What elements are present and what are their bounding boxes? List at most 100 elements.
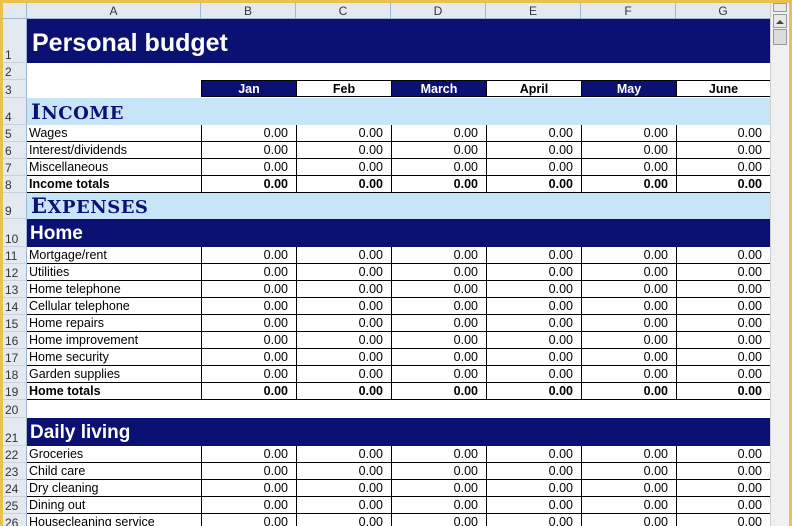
row-header[interactable]: 3 [3, 80, 27, 98]
value-cell[interactable]: 0.00 [201, 247, 296, 264]
value-cell[interactable]: 0.00 [201, 125, 296, 142]
value-cell[interactable]: 0.00 [201, 349, 296, 366]
value-cell[interactable]: 0.00 [581, 281, 676, 298]
value-cell[interactable]: 0.00 [581, 446, 676, 463]
income-section-header[interactable]: INCOME [27, 98, 773, 125]
column-header-a[interactable]: A [27, 3, 201, 19]
row-header[interactable]: 19 [3, 383, 27, 400]
value-cell[interactable]: 0.00 [391, 159, 486, 176]
category-label-cell[interactable]: Interest/dividends [27, 142, 201, 159]
total-label-cell[interactable]: Home totals [27, 383, 201, 400]
category-label-cell[interactable]: Home security [27, 349, 201, 366]
value-cell[interactable]: 0.00 [581, 264, 676, 281]
row-header[interactable]: 16 [3, 332, 27, 349]
row-header[interactable]: 17 [3, 349, 27, 366]
value-cell[interactable]: 0.00 [486, 264, 581, 281]
category-label-cell[interactable]: Home telephone [27, 281, 201, 298]
value-cell[interactable]: 0.00 [581, 142, 676, 159]
category-label-cell[interactable]: Dining out [27, 497, 201, 514]
value-cell[interactable]: 0.00 [391, 298, 486, 315]
value-cell[interactable]: 0.00 [486, 497, 581, 514]
value-cell[interactable]: 0.00 [201, 497, 296, 514]
scroll-up-icon[interactable] [773, 14, 787, 28]
value-cell[interactable]: 0.00 [201, 298, 296, 315]
category-label-cell[interactable]: Housecleaning service [27, 514, 201, 526]
value-cell[interactable]: 0.00 [486, 247, 581, 264]
value-cell[interactable]: 0.00 [676, 247, 771, 264]
column-header-b[interactable]: B [201, 3, 296, 19]
value-cell[interactable]: 0.00 [581, 125, 676, 142]
value-cell[interactable]: 0.00 [391, 264, 486, 281]
total-value-cell[interactable]: 0.00 [581, 176, 676, 193]
total-label-cell[interactable]: Income totals [27, 176, 201, 193]
value-cell[interactable]: 0.00 [201, 264, 296, 281]
value-cell[interactable]: 0.00 [201, 446, 296, 463]
row-header[interactable]: 1 [3, 19, 27, 63]
row-header[interactable]: 8 [3, 176, 27, 193]
value-cell[interactable]: 0.00 [296, 463, 391, 480]
value-cell[interactable]: 0.00 [486, 349, 581, 366]
row-header[interactable]: 7 [3, 159, 27, 176]
value-cell[interactable]: 0.00 [486, 315, 581, 332]
value-cell[interactable]: 0.00 [296, 366, 391, 383]
total-value-cell[interactable]: 0.00 [201, 383, 296, 400]
row-header[interactable]: 4 [3, 98, 27, 125]
value-cell[interactable]: 0.00 [296, 142, 391, 159]
value-cell[interactable]: 0.00 [581, 247, 676, 264]
value-cell[interactable]: 0.00 [676, 332, 771, 349]
row-header[interactable]: 2 [3, 63, 27, 80]
value-cell[interactable]: 0.00 [201, 142, 296, 159]
value-cell[interactable]: 0.00 [296, 315, 391, 332]
value-cell[interactable]: 0.00 [201, 332, 296, 349]
value-cell[interactable]: 0.00 [391, 463, 486, 480]
value-cell[interactable]: 0.00 [296, 125, 391, 142]
month-jan[interactable]: Jan [201, 80, 296, 97]
value-cell[interactable]: 0.00 [581, 159, 676, 176]
category-label-cell[interactable]: Cellular telephone [27, 298, 201, 315]
value-cell[interactable]: 0.00 [486, 281, 581, 298]
category-label-cell[interactable]: Child care [27, 463, 201, 480]
total-value-cell[interactable]: 0.00 [676, 176, 771, 193]
row-header[interactable]: 11 [3, 247, 27, 264]
value-cell[interactable]: 0.00 [296, 247, 391, 264]
value-cell[interactable]: 0.00 [296, 281, 391, 298]
row-header[interactable]: 12 [3, 264, 27, 281]
value-cell[interactable]: 0.00 [391, 281, 486, 298]
row-header[interactable]: 18 [3, 366, 27, 383]
month-june[interactable]: June [676, 80, 771, 97]
row-header[interactable]: 26 [3, 514, 27, 526]
column-header-d[interactable]: D [391, 3, 486, 19]
total-value-cell[interactable]: 0.00 [391, 383, 486, 400]
row-header[interactable]: 25 [3, 497, 27, 514]
value-cell[interactable]: 0.00 [391, 497, 486, 514]
value-cell[interactable]: 0.00 [391, 349, 486, 366]
value-cell[interactable]: 0.00 [391, 247, 486, 264]
value-cell[interactable]: 0.00 [676, 514, 771, 526]
value-cell[interactable]: 0.00 [676, 446, 771, 463]
column-header-f[interactable]: F [581, 3, 676, 19]
value-cell[interactable]: 0.00 [201, 159, 296, 176]
value-cell[interactable]: 0.00 [201, 315, 296, 332]
scroll-thumb[interactable] [773, 29, 787, 45]
value-cell[interactable]: 0.00 [676, 497, 771, 514]
value-cell[interactable]: 0.00 [391, 480, 486, 497]
value-cell[interactable]: 0.00 [201, 366, 296, 383]
value-cell[interactable]: 0.00 [676, 366, 771, 383]
value-cell[interactable]: 0.00 [581, 514, 676, 526]
row-header[interactable]: 21 [3, 418, 27, 446]
value-cell[interactable]: 0.00 [676, 349, 771, 366]
expenses-section-header[interactable]: EXPENSES [27, 193, 773, 219]
value-cell[interactable]: 0.00 [296, 497, 391, 514]
category-label-cell[interactable]: Home repairs [27, 315, 201, 332]
value-cell[interactable]: 0.00 [486, 332, 581, 349]
row-header[interactable]: 20 [3, 400, 27, 418]
value-cell[interactable]: 0.00 [201, 281, 296, 298]
value-cell[interactable]: 0.00 [581, 332, 676, 349]
value-cell[interactable]: 0.00 [486, 480, 581, 497]
title-banner[interactable]: Personal budget [27, 19, 773, 63]
row-header[interactable]: 6 [3, 142, 27, 159]
row-header[interactable]: 15 [3, 315, 27, 332]
category-label-cell[interactable]: Home improvement [27, 332, 201, 349]
value-cell[interactable]: 0.00 [581, 298, 676, 315]
total-value-cell[interactable]: 0.00 [676, 383, 771, 400]
